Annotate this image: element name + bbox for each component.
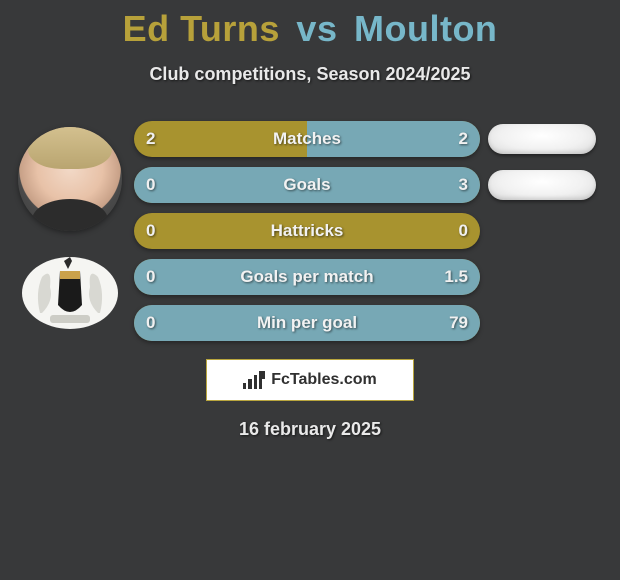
stat-value-right: 2: [459, 121, 468, 157]
page-title: Ed Turns vs Moulton: [0, 8, 620, 50]
stat-value-right: 1.5: [444, 259, 468, 295]
stat-bar: 0Hattricks0: [134, 213, 480, 249]
stat-bar: 0Goals3: [134, 167, 480, 203]
stat-value-right: 79: [449, 305, 468, 341]
stat-value-right: 0: [459, 213, 468, 249]
stat-label: Goals per match: [134, 259, 480, 295]
vs-label: vs: [296, 8, 337, 49]
stat-label: Min per goal: [134, 305, 480, 341]
stat-bar: 0Min per goal79: [134, 305, 480, 341]
stat-value-right: 3: [459, 167, 468, 203]
player-avatar: [18, 127, 122, 231]
club-crest: [20, 253, 120, 333]
left-column: [6, 121, 134, 333]
player2-name: Moulton: [354, 8, 497, 49]
stat-bar: 0Goals per match1.5: [134, 259, 480, 295]
subtitle: Club competitions, Season 2024/2025: [0, 64, 620, 85]
stat-row: 2Matches2: [134, 121, 616, 157]
brand-logo[interactable]: FcTables.com: [206, 359, 414, 401]
player1-name: Ed Turns: [123, 8, 280, 49]
stat-label: Hattricks: [134, 213, 480, 249]
comparison-card: Ed Turns vs Moulton Club competitions, S…: [0, 0, 620, 440]
brand-text: FcTables.com: [271, 371, 377, 389]
stat-bar: 2Matches2: [134, 121, 480, 157]
stat-row: 0Goals3: [134, 167, 616, 203]
stat-pill: [488, 124, 596, 154]
stat-label: Matches: [134, 121, 480, 157]
main-area: 2Matches20Goals30Hattricks00Goals per ma…: [0, 121, 620, 341]
stat-row: 0Goals per match1.5: [134, 259, 616, 295]
chart-icon: [243, 371, 265, 389]
stats-column: 2Matches20Goals30Hattricks00Goals per ma…: [134, 121, 620, 341]
stat-row: 0Min per goal79: [134, 305, 616, 341]
stat-label: Goals: [134, 167, 480, 203]
date-label: 16 february 2025: [0, 419, 620, 440]
stat-row: 0Hattricks0: [134, 213, 616, 249]
stat-pill: [488, 170, 596, 200]
